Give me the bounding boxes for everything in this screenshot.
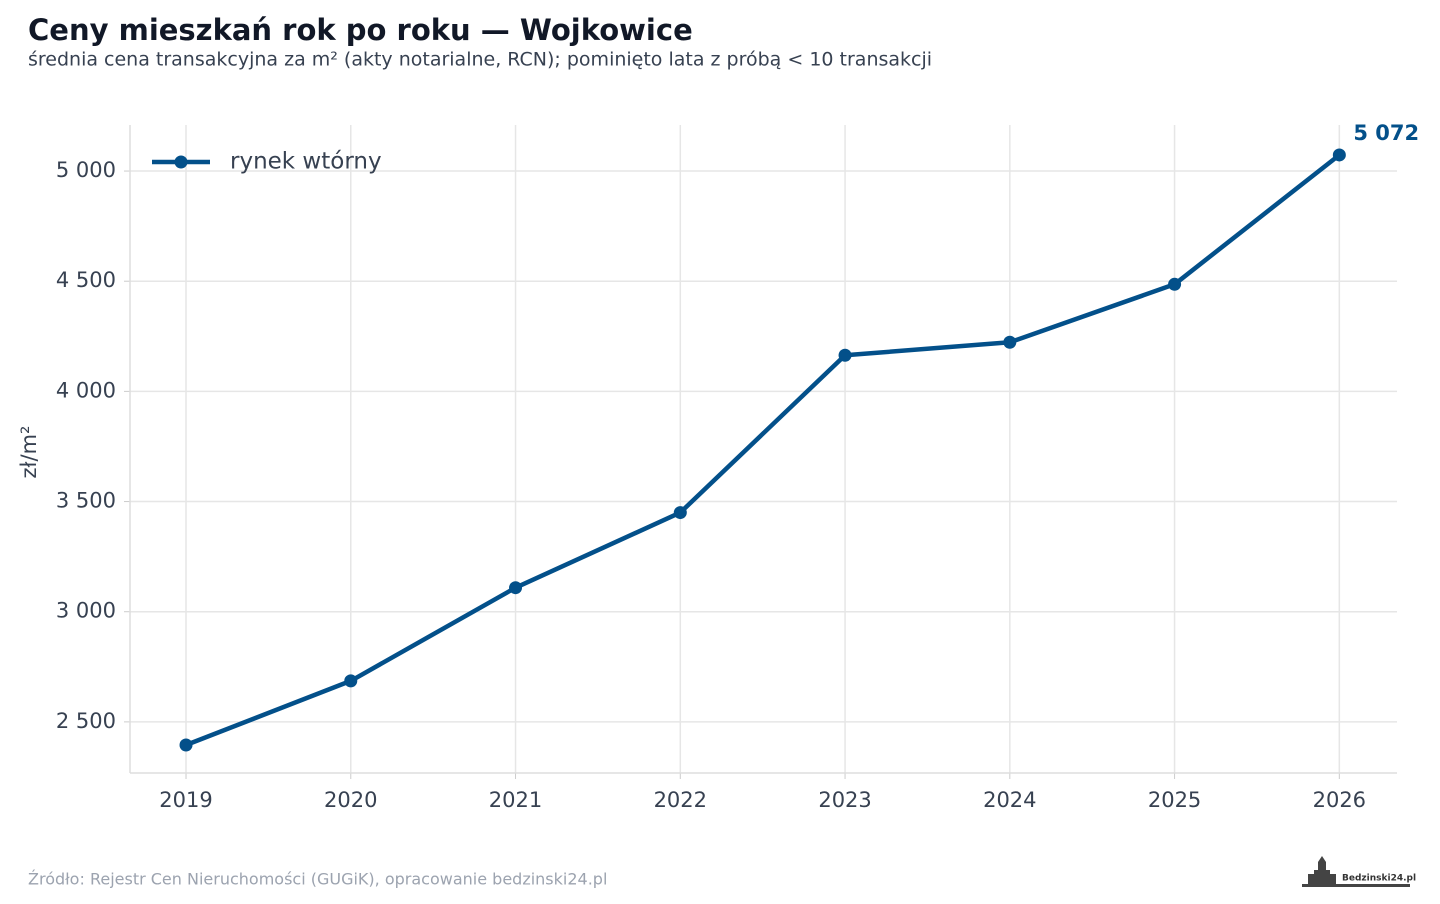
y-tick-label: 3 500 [56, 489, 116, 513]
logo: Bedzinski24.pl [1302, 856, 1416, 887]
y-axis-label: zł/m² [17, 426, 41, 479]
x-tick-label: 2025 [1148, 788, 1201, 812]
point [838, 348, 852, 362]
x-tick-label: 2019 [159, 788, 212, 812]
logo-text: Bedzinski24.pl [1342, 874, 1416, 884]
x-tick-label: 2024 [983, 788, 1036, 812]
chart-subtitle: średnia cena transakcyjna za m² (akty no… [28, 49, 932, 71]
point [1168, 277, 1182, 291]
value-label: 5 072 [1353, 121, 1419, 145]
x-tick-label: 2021 [489, 788, 542, 812]
line-series [185, 153, 1341, 748]
chart-title: Ceny mieszkań rok po roku — Wojkowice [28, 13, 693, 47]
x-tick-label: 2026 [1313, 788, 1366, 812]
y-tick-label: 5 000 [56, 158, 116, 182]
x-tick-label: 2023 [818, 788, 871, 812]
y-tick-label: 4 000 [56, 378, 116, 402]
point [179, 738, 193, 752]
x-tick-label: 2022 [654, 788, 707, 812]
logo-icon [1302, 856, 1410, 887]
source-note: Źródło: Rejestr Cen Nieruchomości (GUGiK… [28, 870, 607, 889]
x-tick-label: 2020 [324, 788, 377, 812]
legend-marker [174, 155, 188, 169]
y-tick-label: 2 500 [56, 709, 116, 733]
y-tick-label: 3 000 [56, 599, 116, 623]
point [509, 581, 523, 595]
legend-label: rynek wtórny [230, 149, 382, 175]
y-tick-label: 4 500 [56, 268, 116, 292]
point [344, 674, 358, 688]
point [1332, 148, 1346, 162]
point [1003, 335, 1017, 349]
point [673, 506, 687, 520]
